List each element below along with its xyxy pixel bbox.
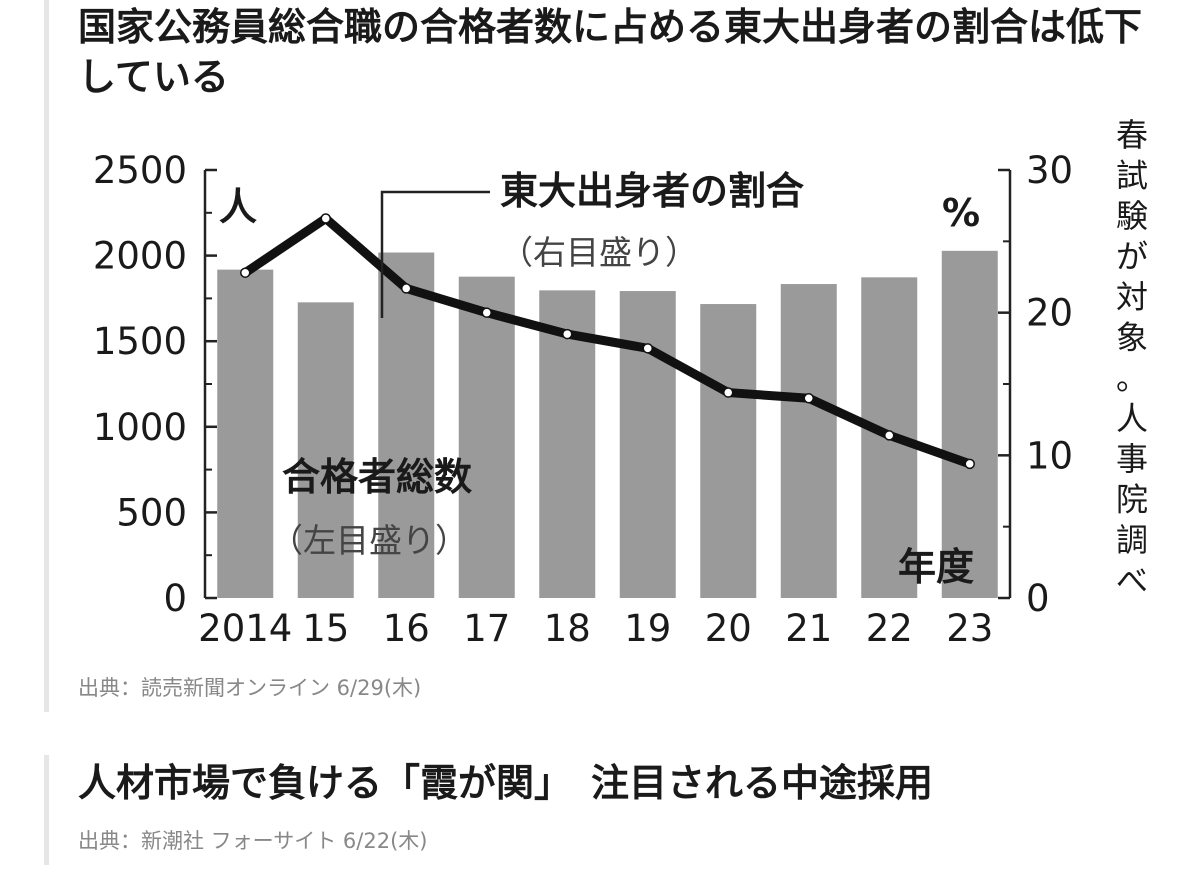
combo-chart: 0 500 1000 1500 2000 2500 0 10 20 30 2014 15 16 17 18 1… — [93, 116, 1148, 650]
right-axis-unit: % — [942, 191, 980, 235]
bar — [619, 291, 676, 598]
bar — [458, 276, 515, 598]
line-series-scale-note: （右目盛り） — [500, 233, 698, 272]
left-tick-label: 0 — [163, 577, 187, 620]
line-point — [964, 458, 975, 470]
side-note-char: 。 — [1116, 359, 1148, 397]
side-note-char: 対 — [1116, 278, 1148, 316]
side-note-char: 調 — [1116, 521, 1148, 559]
side-note-char: 事 — [1116, 440, 1148, 478]
x-tick-label: 21 — [785, 607, 832, 650]
card-accent-bar — [44, 0, 49, 712]
side-note-char: 春 — [1116, 116, 1148, 154]
left-tick-label: 1000 — [93, 406, 187, 449]
chart-figure: 0 500 1000 1500 2000 2500 0 10 20 30 2014 15 16 17 18 1… — [60, 112, 1190, 667]
x-tick-label: 18 — [544, 607, 591, 650]
x-tick-label: 19 — [624, 607, 671, 650]
article-2-headline[interactable]: 人材市場で負ける「霞が関」 注目される中途採用 — [78, 761, 934, 805]
right-tick-label: 20 — [1026, 292, 1073, 335]
side-note-char: が — [1116, 238, 1148, 276]
side-note-char: べ — [1116, 562, 1148, 600]
side-note-char: 験 — [1116, 197, 1148, 235]
bar — [780, 284, 837, 598]
bar — [297, 302, 354, 598]
x-tick-label: 15 — [302, 607, 349, 650]
bar-series-scale-note: （左目盛り） — [270, 521, 468, 560]
right-tick-label: 30 — [1026, 149, 1073, 192]
x-tick-label: 22 — [866, 607, 913, 650]
bar — [941, 250, 998, 598]
card-accent-bar — [44, 755, 49, 865]
line-point — [642, 343, 653, 354]
bar — [217, 269, 274, 598]
right-tick-label: 0 — [1026, 577, 1050, 620]
x-tick-label: 2014 — [198, 607, 292, 650]
x-tick-label: 20 — [705, 607, 752, 650]
bar — [700, 304, 757, 598]
article-1-headline[interactable]: 国家公務員総合職の合格者数に占める東大出身者の割合は低下している — [78, 5, 1143, 99]
line-point — [481, 307, 492, 318]
line-point — [884, 430, 895, 441]
line-point — [240, 267, 251, 278]
line-series-label: 東大出身者の割合 — [500, 169, 804, 213]
article-card-2[interactable]: 人材市場で負ける「霞が関」 注目される中途採用 出典：新潮社 フォーサイト 6/… — [0, 755, 1199, 865]
line-point — [562, 328, 573, 340]
article-1-source: 出典：読売新聞オンライン 6/29(木) — [78, 676, 422, 700]
side-note-char: 院 — [1116, 481, 1148, 519]
x-tick-label: 17 — [463, 607, 510, 650]
left-tick-label: 2000 — [93, 235, 187, 278]
x-tick-label: 16 — [383, 607, 430, 650]
right-tick-label: 10 — [1026, 434, 1073, 477]
article-2-source: 出典：新潮社 フォーサイト 6/22(木) — [78, 829, 428, 853]
side-note-char: 人 — [1116, 400, 1148, 438]
line-point — [401, 283, 412, 294]
left-axis-unit: 人 — [219, 185, 257, 229]
line-point — [723, 387, 734, 398]
line-point — [803, 393, 814, 404]
series-line — [240, 214, 975, 469]
x-tick-label: 23 — [946, 607, 993, 650]
bar-series-label: 合格者総数 — [282, 455, 472, 499]
x-axis-title: 年度 — [898, 545, 974, 589]
side-note-char: 象 — [1116, 319, 1148, 357]
left-tick-label: 2500 — [93, 149, 187, 192]
bar — [378, 252, 435, 598]
left-tick-label: 1500 — [93, 320, 187, 363]
annotation-leader-line — [380, 190, 490, 318]
line-point — [320, 213, 331, 224]
left-tick-label: 500 — [116, 491, 187, 534]
article-card-1[interactable]: 国家公務員総合職の合格者数に占める東大出身者の割合は低下している 0 500 100… — [0, 0, 1199, 712]
side-note-char: 試 — [1116, 157, 1148, 195]
